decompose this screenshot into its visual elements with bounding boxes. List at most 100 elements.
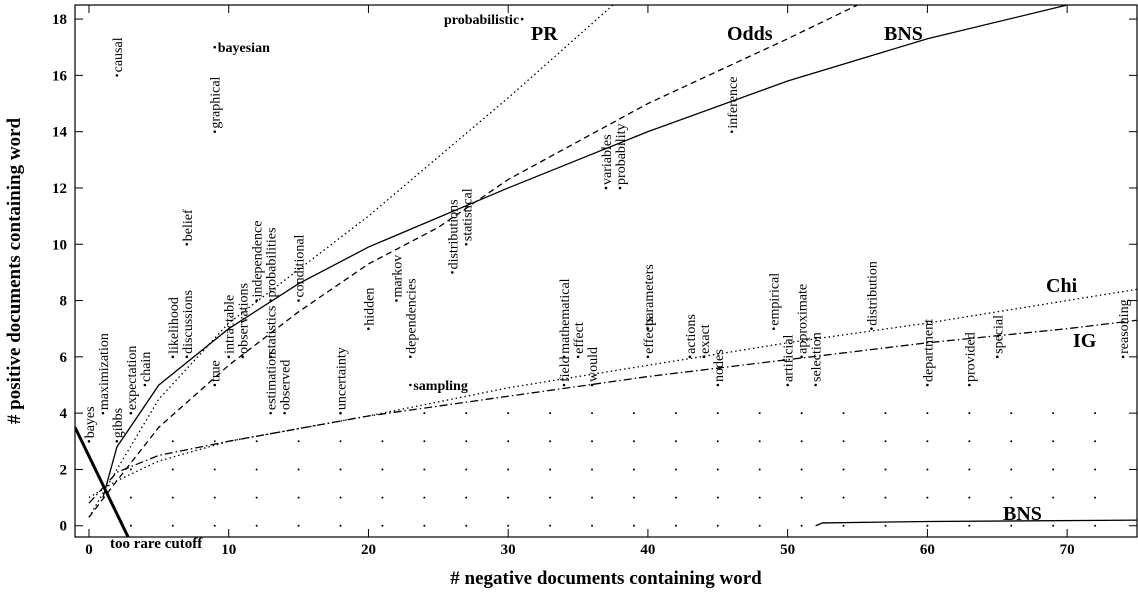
point-label: distribution (866, 261, 881, 326)
point (786, 383, 789, 387)
point-label: approximate (796, 284, 811, 354)
background-point (1052, 496, 1055, 499)
point (87, 439, 91, 443)
background-point (381, 524, 384, 527)
point (143, 383, 147, 387)
point-label: conditional (293, 234, 308, 297)
point-label: exact (698, 324, 713, 354)
point-label: field (558, 356, 573, 382)
point (395, 299, 398, 302)
point (702, 355, 706, 359)
curve (815, 519, 1137, 527)
background-point (549, 468, 552, 471)
background-point (507, 468, 510, 471)
background-point (926, 524, 929, 527)
point (115, 74, 119, 77)
background-point (1052, 468, 1055, 471)
curve-label: Odds (727, 23, 773, 45)
point-label: hidden (362, 288, 377, 326)
point (1121, 355, 1125, 359)
curve-label: BNS (1003, 503, 1042, 525)
curve (88, 5, 858, 518)
y-tick-label: 4 (60, 406, 68, 422)
point-label: sampling (413, 379, 467, 394)
background-point (591, 524, 594, 527)
point (995, 355, 999, 359)
y-tick-label: 18 (52, 12, 67, 28)
background-point (297, 524, 300, 527)
point-label: uncertainty (335, 347, 350, 410)
background-point (339, 440, 342, 443)
background-point (716, 524, 719, 527)
point (590, 383, 594, 387)
point (269, 299, 272, 302)
point (213, 45, 217, 49)
background-point (884, 440, 887, 443)
point-label: graphical (209, 76, 224, 128)
point (297, 299, 300, 302)
background-point (758, 496, 761, 499)
background-point (423, 524, 426, 527)
background-point (591, 412, 594, 415)
point (772, 327, 775, 331)
point (562, 355, 566, 359)
background-point (591, 440, 594, 443)
background-point (968, 496, 971, 499)
background-point (549, 412, 552, 415)
background-point (465, 440, 468, 443)
background-point (1010, 440, 1013, 443)
background-point (591, 496, 594, 499)
curve-label: Chi (1046, 275, 1078, 297)
background-point (674, 440, 677, 443)
background-point (1094, 496, 1097, 499)
background-point (1010, 496, 1013, 499)
point (269, 355, 272, 359)
point-label: distributions (446, 199, 461, 269)
background-point (339, 496, 342, 499)
background-point (423, 412, 426, 415)
x-tick-label: 40 (640, 542, 655, 558)
background-point (255, 440, 258, 443)
y-tick-label: 14 (52, 125, 68, 141)
point (283, 411, 286, 415)
background-point (758, 412, 761, 415)
point (464, 242, 468, 246)
background-point (213, 440, 216, 443)
background-point (926, 496, 929, 499)
background-point (884, 412, 887, 415)
background-point (255, 468, 258, 471)
curve-label: too rare cutoff (110, 536, 203, 552)
background-point (255, 524, 258, 527)
point (171, 355, 175, 359)
x-tick-label: 0 (85, 542, 93, 558)
point (241, 355, 244, 359)
point (409, 355, 412, 359)
background-point (716, 412, 719, 415)
point (213, 383, 217, 387)
point-label: observed (279, 360, 294, 411)
background-point (1010, 412, 1013, 415)
point-label: probabilistic (444, 13, 519, 28)
point-label: effects (642, 317, 657, 354)
point-label: independence (251, 221, 266, 298)
point-label: inference (726, 77, 741, 129)
background-point (758, 524, 761, 527)
background-point (800, 412, 803, 415)
point (115, 439, 119, 443)
point-label: actions (684, 314, 699, 354)
point (269, 411, 272, 415)
point-label: variables (600, 134, 615, 185)
background-point (507, 524, 510, 527)
point-label: markov (390, 255, 405, 298)
background-point (800, 440, 803, 443)
background-point (842, 412, 845, 415)
point-label: maximization (97, 333, 112, 410)
curve-label: PR (531, 23, 558, 45)
background-point (171, 496, 174, 499)
point (646, 355, 650, 359)
background-point (716, 440, 719, 443)
background-point (549, 524, 552, 527)
y-axis-label: # positive documents containing word (4, 118, 25, 425)
background-point (129, 496, 132, 499)
background-point (842, 440, 845, 443)
